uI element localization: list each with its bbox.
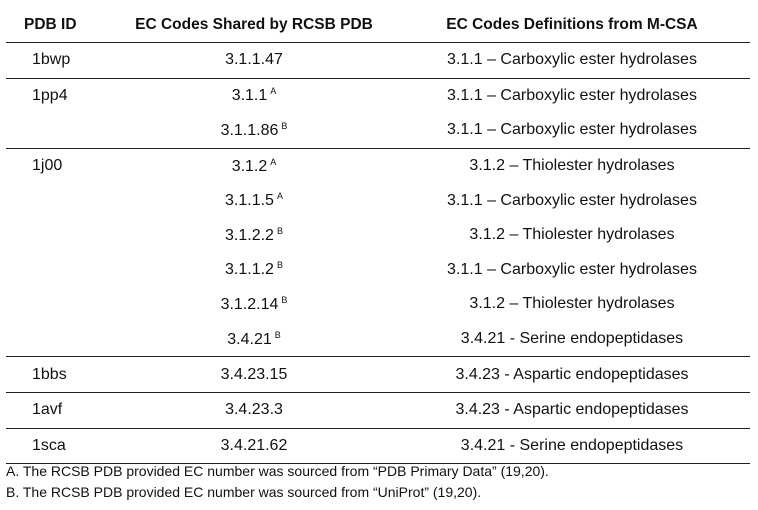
table-row: 1sca 3.4.21.62 3.4.21 - Serine endopeptida… [6, 428, 750, 465]
ec-code-value: 3.4.23.3 [225, 401, 283, 419]
cell-ec-definition: 3.4.23 - Aspartic endopeptidases [394, 392, 750, 429]
table-header: PDB ID EC Codes Shared by RCSB PDB EC Co… [6, 8, 750, 43]
cell-pdb-id: 1j00 [32, 157, 63, 175]
header-row: PDB ID EC Codes Shared by RCSB PDB EC Co… [6, 8, 750, 43]
table-body: 1bwp 3.1.1.47 3.1.1 – Carboxylic ester hyd… [6, 42, 750, 465]
footnote-marker: A [270, 86, 277, 97]
cell-ec-code: 3.1.1.86 B [114, 113, 394, 149]
cell-ec-code: 3.1.1.2 B [114, 253, 394, 288]
cell-pdb-id: 1avf [6, 392, 114, 429]
table-row: 1avf 3.4.23.3 3.4.23 - Aspartic endopeptid… [6, 392, 750, 429]
cell-ec-code: 3.1.2.2 B [114, 218, 394, 253]
footnote-marker: A [276, 191, 283, 202]
cell-pdb-id: 1pp4 [32, 86, 68, 104]
footnote-marker: A [270, 156, 277, 167]
cell-ec-code: 3.4.21.62 [114, 428, 394, 465]
cell-ec-definition: 3.4.21 - Serine endopeptidases [394, 428, 750, 465]
ec-code-value: 3.1.1.86 [220, 121, 279, 139]
table-row: 3.4.21 B 3.4.21 - Serine endopeptidases [6, 321, 750, 358]
cell-ec-definition: 3.1.2 – Thiolester hydrolases [469, 157, 675, 175]
ec-code-value: 3.4.21 [227, 330, 272, 348]
cell-ec-code: 3.1.1.5 A [114, 183, 394, 218]
cell-ec-code: 3.1.2 A [114, 148, 394, 183]
footnote-a: A. The RCSB PDB provided EC number was s… [6, 463, 549, 479]
cell-ec-code: 3.1.1 A [114, 78, 394, 113]
ec-code-value: 3.4.23.15 [220, 365, 288, 383]
table-row: 3.1.2.2 B 3.1.2 – Thiolester hydrolases [6, 218, 750, 253]
cell-pdb-id: 1bwp [6, 42, 114, 79]
table-row: 1bbs 3.4.23.15 3.4.23 - Aspartic endopepti… [6, 356, 750, 393]
cell-ec-definition: 3.4.21 - Serine endopeptidases [394, 321, 750, 358]
table-row: 1j00 3.1.2 A 3.1.2 – Thiolester hydrolases [6, 148, 750, 183]
cell-ec-definition: 3.1.1 – Carboxylic ester hydrolases [394, 42, 750, 79]
header-pdb-id: PDB ID [6, 8, 114, 43]
footnote-marker: B [281, 120, 288, 131]
table-row: 1pp4 3.1.1 A 3.1.1 – Carboxylic ester hydro… [6, 78, 750, 113]
ec-code-value: 3.1.2 [231, 157, 268, 175]
cell-pdb-id [6, 287, 114, 322]
ec-codes-table: PDB ID EC Codes Shared by RCSB PDB EC Co… [6, 8, 750, 465]
header-ec-definitions: EC Codes Definitions from M-CSA [394, 8, 750, 43]
cell-ec-definition: 3.4.23 - Aspartic endopeptidases [394, 356, 750, 393]
table-row: 3.1.1.86 B 3.1.1 – Carboxylic ester hydrol… [6, 113, 750, 149]
cell-ec-code: 3.4.23.3 [114, 392, 394, 429]
table-row: 3.1.1.5 A 3.1.1 – Carboxylic ester hydrola… [6, 183, 750, 218]
ec-code-value: 3.1.2.2 [225, 226, 274, 244]
cell-ec-definition: 3.1.2 – Thiolester hydrolases [469, 295, 675, 313]
footnote-marker: B [281, 294, 288, 305]
cell-ec-definition: 3.1.1 – Carboxylic ester hydrolases [394, 113, 750, 149]
header-ec-codes: EC Codes Shared by RCSB PDB [114, 8, 394, 43]
cell-pdb-id: 1sca [6, 428, 114, 465]
cell-pdb-id: 1bbs [6, 356, 114, 393]
cell-ec-code: 3.1.2.14 B [114, 287, 394, 322]
ec-code-value: 3.1.2.14 [220, 295, 279, 313]
footnote-marker: B [276, 260, 283, 271]
footnote-marker: B [276, 225, 283, 236]
ec-code-value: 3.1.1.2 [225, 261, 274, 279]
cell-ec-definition: 3.1.1 – Carboxylic ester hydrolases [447, 260, 697, 278]
cell-ec-definition: 3.1.1 – Carboxylic ester hydrolases [447, 86, 697, 104]
ec-code-value: 3.1.1 [231, 87, 268, 105]
cell-ec-code: 3.1.1.47 [114, 42, 394, 79]
ec-code-value: 3.1.1.5 [225, 192, 274, 210]
cell-pdb-id [6, 113, 114, 149]
ec-code-value: 3.4.21.62 [220, 436, 288, 454]
cell-pdb-id [6, 253, 114, 288]
footnote-marker: B [274, 329, 281, 340]
table-row: 3.1.1.2 B 3.1.1 – Carboxylic ester hydrola… [6, 253, 750, 288]
ec-code-value: 3.1.1.47 [225, 51, 283, 69]
table-row: 1bwp 3.1.1.47 3.1.1 – Carboxylic ester hyd… [6, 42, 750, 79]
cell-ec-code: 3.4.23.15 [114, 356, 394, 393]
footnote-b: B. The RCSB PDB provided EC number was s… [6, 484, 482, 500]
cell-ec-code: 3.4.21 B [114, 321, 394, 358]
cell-pdb-id [6, 183, 114, 218]
footnotes: A. The RCSB PDB provided EC number was s… [6, 461, 750, 503]
cell-ec-definition: 3.1.2 – Thiolester hydrolases [469, 226, 675, 244]
ec-codes-table-container: PDB ID EC Codes Shared by RCSB PDB EC Co… [6, 8, 750, 465]
cell-ec-definition: 3.1.1 – Carboxylic ester hydrolases [447, 191, 697, 209]
cell-pdb-id [6, 218, 114, 253]
cell-pdb-id [6, 321, 114, 358]
table-row: 3.1.2.14 B 3.1.2 – Thiolester hydrolases [6, 287, 750, 322]
